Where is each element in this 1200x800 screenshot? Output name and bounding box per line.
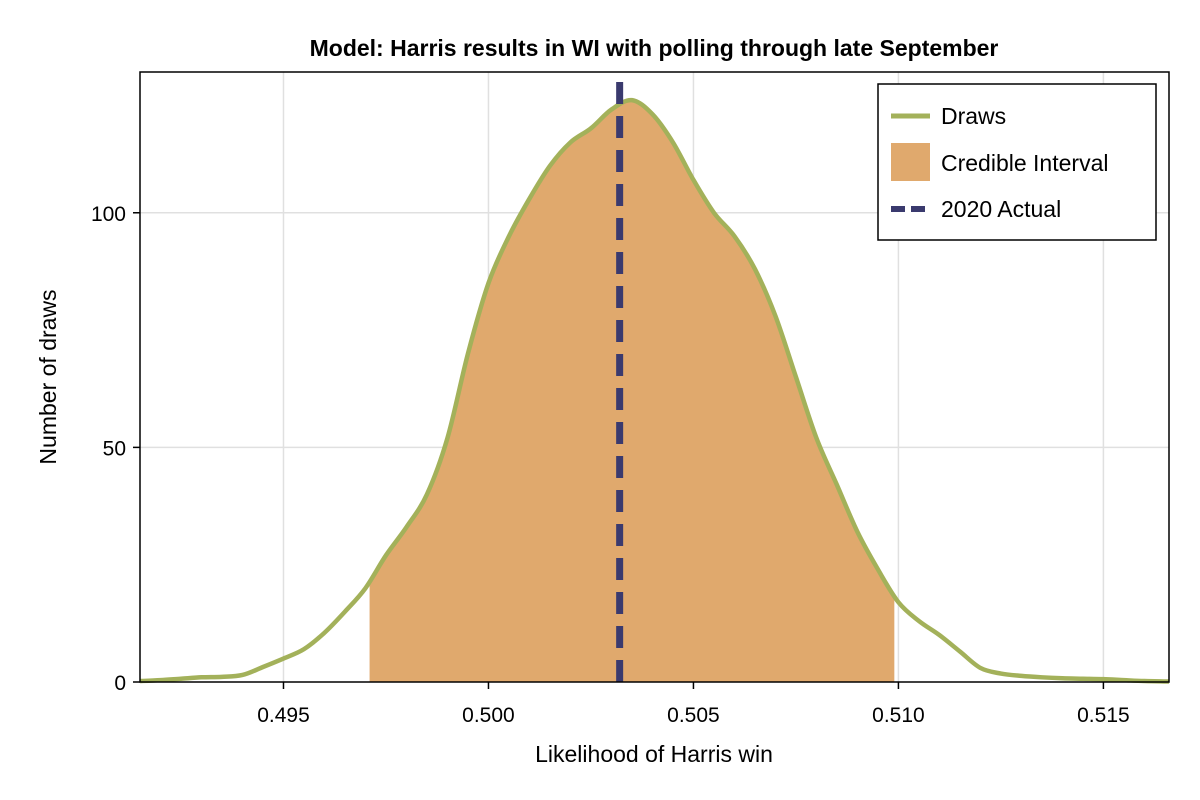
y-tick-label: 100 — [91, 203, 126, 226]
y-axis-ticks: 0 50 100 — [91, 203, 140, 695]
y-tick-label: 0 — [114, 672, 126, 695]
y-tick-label: 50 — [103, 437, 126, 460]
x-tick-label: 0.515 — [1077, 704, 1130, 727]
y-axis-label: Number of draws — [35, 289, 61, 464]
x-tick-label: 0.505 — [667, 704, 720, 727]
draws-density-line — [139, 97, 1170, 684]
credible-interval-layer — [369, 100, 895, 682]
legend-draws-label: Draws — [941, 103, 1006, 129]
plot-frame — [139, 71, 1170, 683]
legend-credible-interval-label: Credible Interval — [941, 150, 1108, 176]
x-axis-ticks: 0.495 0.500 0.505 0.510 0.515 — [257, 682, 1130, 727]
x-tick-label: 0.500 — [462, 704, 515, 727]
x-tick-label: 0.510 — [872, 704, 925, 727]
legend-credible-interval-swatch — [891, 143, 930, 181]
draws-line-layer — [139, 97, 1170, 684]
x-axis-label: Likelihood of Harris win — [535, 741, 773, 767]
credible-interval-area — [369, 100, 895, 682]
legend-2020-actual-label: 2020 Actual — [941, 196, 1061, 222]
x-tick-label: 0.495 — [257, 704, 310, 727]
legend: Draws Credible Interval 2020 Actual — [877, 83, 1157, 241]
chart-title: Model: Harris results in WI with polling… — [310, 35, 999, 61]
